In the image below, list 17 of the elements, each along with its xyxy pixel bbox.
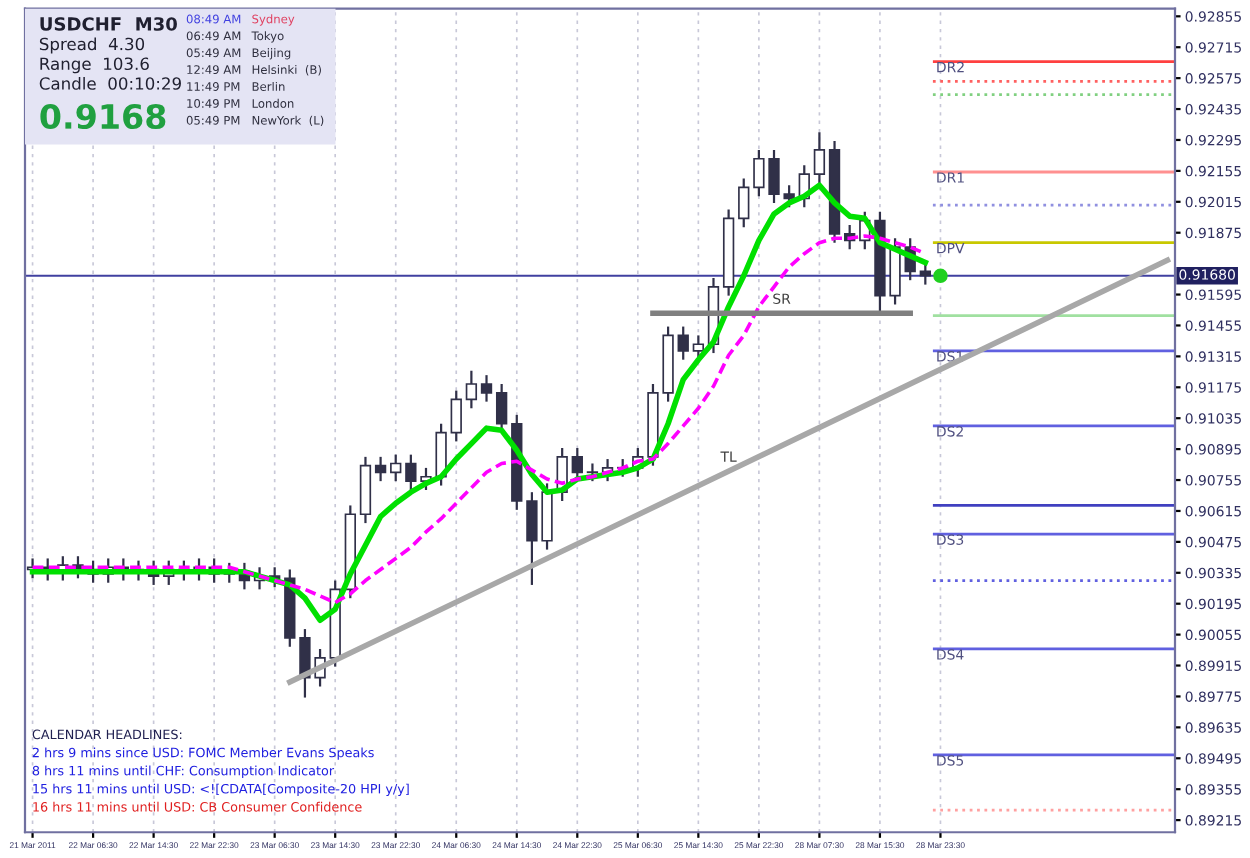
annotation: Spread 4.30	[39, 37, 145, 54]
candlestick	[390, 453, 402, 483]
candlestick	[692, 334, 705, 361]
candlestick	[465, 369, 478, 410]
candlestick	[374, 455, 387, 483]
annotation: Range 103.6	[40, 57, 149, 74]
candlestick	[450, 389, 462, 443]
annotation: Candle 00:10:29	[39, 76, 181, 90]
candlestick	[813, 131, 826, 185]
annotation: 0.9168	[40, 103, 166, 130]
candlestick	[435, 422, 447, 487]
candlestick	[919, 261, 932, 286]
candlestick	[495, 382, 508, 434]
chart-title: USDCHF M30	[40, 17, 177, 31]
candlestick	[677, 325, 689, 361]
candlestick	[738, 177, 750, 229]
candlestick	[480, 374, 493, 403]
